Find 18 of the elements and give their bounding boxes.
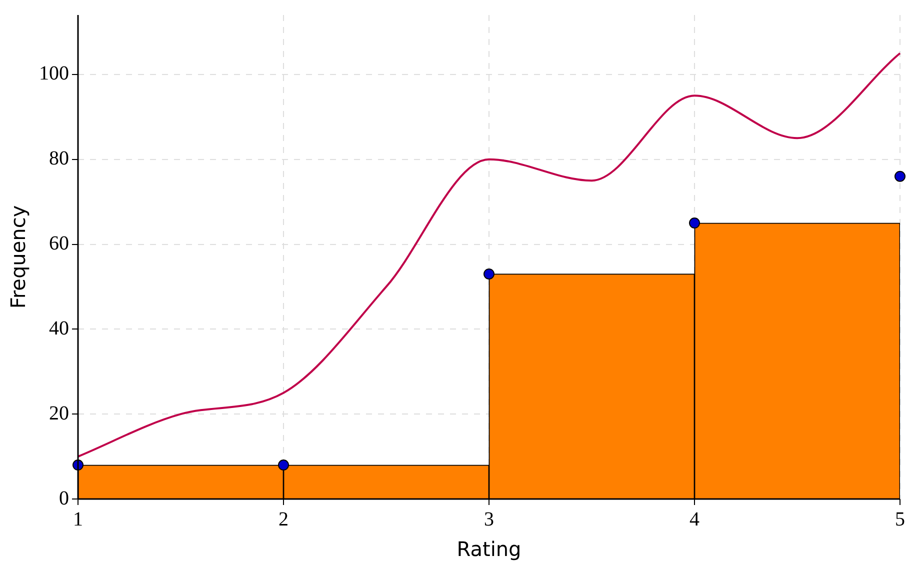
x-tick-label: 1	[73, 508, 83, 530]
point	[689, 218, 700, 229]
y-tick-label: 100	[39, 62, 69, 85]
line-series	[77, 52, 901, 458]
y-tick-label: 20	[49, 402, 69, 424]
y-axis-title: Frequency	[6, 205, 30, 309]
y-tick-label: 0	[59, 487, 69, 510]
x-tick-label: 2	[278, 508, 288, 530]
x-tick-label: 3	[484, 508, 494, 530]
y-tick-label: 80	[49, 148, 69, 170]
x-axis-title: Rating	[456, 537, 522, 562]
x-tick-label: 5	[895, 508, 905, 530]
point	[278, 460, 289, 471]
y-tick-label: 60	[49, 232, 69, 255]
point	[894, 170, 906, 182]
x-tick-label: 4	[690, 508, 700, 530]
point	[484, 268, 494, 280]
y-tick-label: 40	[49, 317, 69, 340]
